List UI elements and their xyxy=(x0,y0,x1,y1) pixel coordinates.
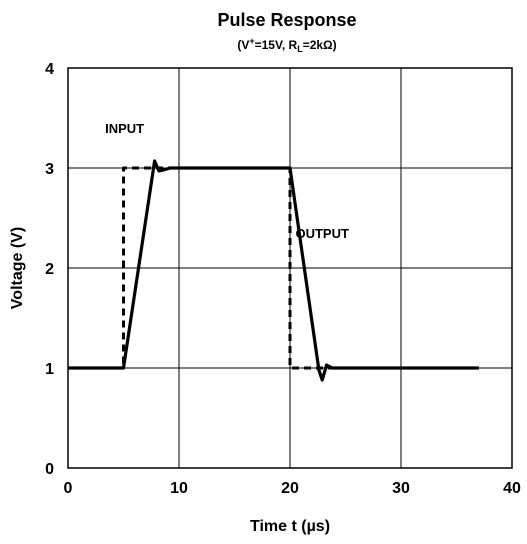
annotation-input: INPUT xyxy=(105,121,144,136)
x-tick-label: 20 xyxy=(281,480,299,497)
series-layer xyxy=(68,159,479,382)
y-tick-label: 4 xyxy=(45,61,54,78)
y-axis-label: Voltage (V) xyxy=(9,227,26,309)
annotation-output: OUTPUT xyxy=(295,226,349,241)
x-tick-label: 0 xyxy=(64,480,73,497)
y-tick-label: 3 xyxy=(45,161,54,178)
subtitle-subscript: L xyxy=(297,44,303,54)
x-tick-label: 10 xyxy=(170,480,188,497)
subtitle-close: =2kΩ) xyxy=(303,38,337,52)
plot-frame xyxy=(67,67,513,469)
y-tick-label: 1 xyxy=(45,361,54,378)
x-axis-label: Time t (µs) xyxy=(250,518,330,535)
chart-subtitle: (V+=15V, RL=2kΩ) xyxy=(237,36,336,54)
x-tick-label: 30 xyxy=(392,480,410,497)
series-line-output xyxy=(68,159,479,382)
chart-title: Pulse Response xyxy=(217,10,356,30)
tick-labels: 0 10 20 30 40 0 1 2 3 4 xyxy=(45,61,521,497)
subtitle-superscript: + xyxy=(249,36,254,46)
subtitle-open: (V xyxy=(237,38,249,52)
y-tick-label: 2 xyxy=(45,261,54,278)
annotations: INPUT OUTPUT xyxy=(105,121,349,241)
x-tick-label: 40 xyxy=(503,480,521,497)
y-tick-label: 0 xyxy=(45,461,54,478)
subtitle-middle: =15V, R xyxy=(255,38,298,52)
